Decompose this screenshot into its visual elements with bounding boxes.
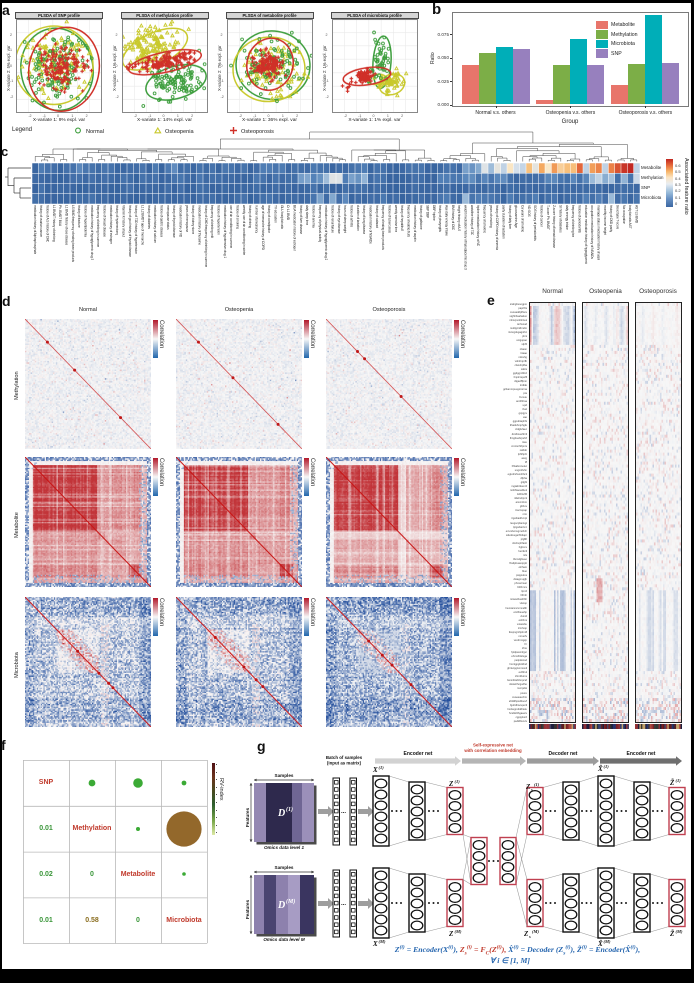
svg-text:X: X bbox=[372, 766, 378, 774]
svg-text:Z: Z bbox=[523, 930, 529, 938]
svg-text:Z: Z bbox=[525, 783, 531, 791]
svg-text:with correlation embedding: with correlation embedding bbox=[463, 748, 522, 753]
svg-text:(1): (1) bbox=[379, 765, 385, 770]
svg-text:(M): (M) bbox=[455, 929, 462, 934]
svg-text:(1): (1) bbox=[455, 779, 461, 784]
svg-text:Encoder net: Encoder net bbox=[404, 751, 433, 757]
svg-text:X̂: X̂ bbox=[597, 940, 603, 948]
svg-text:s: s bbox=[530, 787, 533, 792]
svg-text:Features: Features bbox=[245, 899, 250, 919]
svg-text:(1): (1) bbox=[534, 782, 540, 787]
svg-text:Encoder net: Encoder net bbox=[627, 751, 656, 757]
svg-text:(input as matrix): (input as matrix) bbox=[327, 761, 362, 766]
svg-text:Z̃: Z̃ bbox=[669, 779, 675, 787]
svg-text:Omics data level 1: Omics data level 1 bbox=[264, 845, 305, 850]
svg-text:(1): (1) bbox=[604, 764, 610, 769]
svg-text:X̂: X̂ bbox=[597, 765, 603, 773]
svg-text:Z: Z bbox=[448, 930, 454, 938]
svg-text:(M): (M) bbox=[604, 939, 611, 944]
svg-text:Decoder net: Decoder net bbox=[549, 751, 578, 757]
svg-text:...: ... bbox=[341, 809, 346, 815]
svg-text:...: ... bbox=[341, 901, 346, 907]
svg-text:(M): (M) bbox=[676, 929, 683, 934]
svg-text:D: D bbox=[277, 808, 285, 819]
svg-text:Features: Features bbox=[245, 807, 250, 827]
svg-text:Samples: Samples bbox=[275, 773, 294, 778]
svg-text:(1): (1) bbox=[286, 806, 293, 813]
svg-text:Omics data level M: Omics data level M bbox=[263, 937, 305, 942]
svg-text:Z: Z bbox=[448, 780, 454, 788]
svg-text:X: X bbox=[372, 940, 378, 948]
svg-text:(M): (M) bbox=[379, 939, 386, 944]
svg-text:s: s bbox=[528, 934, 531, 939]
svg-text:Samples: Samples bbox=[275, 865, 294, 870]
svg-text:D: D bbox=[277, 900, 285, 911]
svg-text:(1): (1) bbox=[676, 778, 682, 783]
svg-text:Self-expressive net: Self-expressive net bbox=[473, 743, 514, 748]
svg-text:(M): (M) bbox=[532, 929, 539, 934]
svg-text:Z̃: Z̃ bbox=[669, 930, 675, 938]
svg-text:(M): (M) bbox=[286, 898, 295, 905]
svg-text:Batch of samples: Batch of samples bbox=[326, 755, 363, 760]
